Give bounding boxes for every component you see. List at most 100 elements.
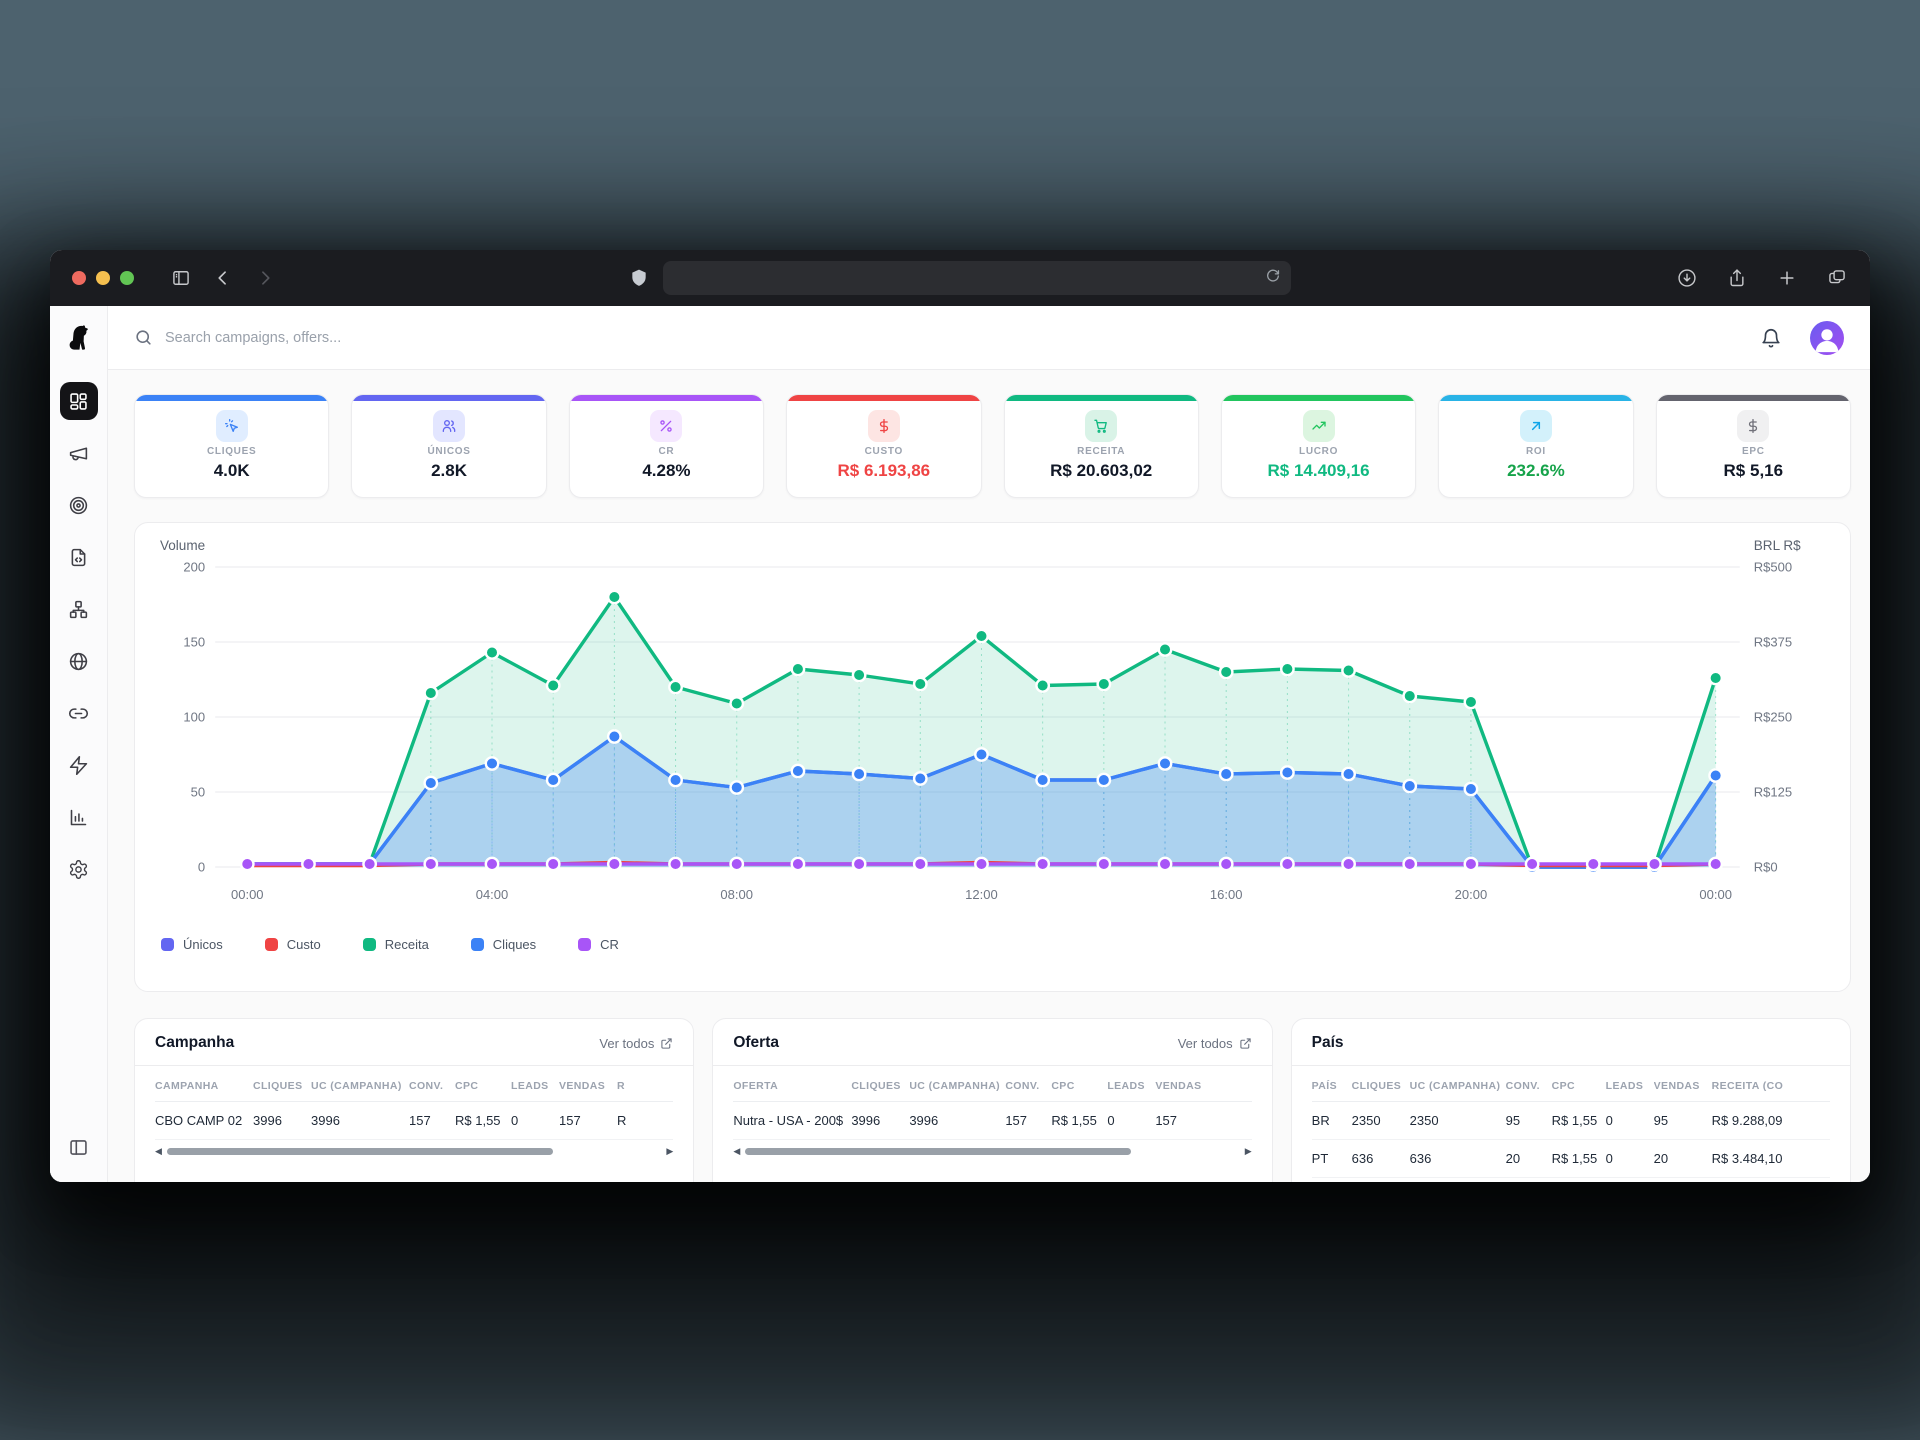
CR-data-point[interactable] — [362, 856, 378, 872]
Cliques-data-point[interactable] — [668, 772, 683, 788]
zoom-window-button[interactable] — [120, 271, 134, 285]
reload-icon[interactable] — [1265, 268, 1281, 289]
CR-data-point[interactable] — [1218, 856, 1234, 872]
CR-data-point[interactable] — [851, 856, 867, 872]
Cliques-data-point[interactable] — [1341, 766, 1356, 782]
bell-icon[interactable] — [1760, 327, 1782, 349]
Cliques-data-point[interactable] — [729, 780, 745, 795]
CR-data-point[interactable] — [1402, 856, 1418, 872]
Cliques-data-point[interactable] — [1096, 772, 1112, 788]
downloads-icon[interactable] — [1676, 267, 1698, 289]
legend-item-custo[interactable]: Custo — [264, 937, 321, 952]
scroll-left-arrow[interactable]: ◀ — [155, 1146, 162, 1156]
CR-data-point[interactable] — [1035, 856, 1051, 872]
scrollbar-thumb[interactable] — [166, 1147, 553, 1155]
CR-data-point[interactable] — [668, 856, 683, 872]
CR-data-point[interactable] — [1157, 856, 1173, 872]
sidebar-toggle-icon[interactable] — [170, 267, 192, 289]
scroll-left-arrow[interactable]: ◀ — [733, 1146, 741, 1156]
minimize-window-button[interactable] — [96, 271, 110, 285]
sidebar-item-sitemap[interactable] — [60, 590, 98, 628]
CR-data-point[interactable] — [1279, 856, 1295, 872]
sidebar-item-dashboard[interactable] — [59, 382, 98, 420]
close-window-button[interactable] — [72, 271, 86, 285]
legend-item-receita[interactable]: Receita — [362, 937, 429, 952]
Cliques-data-point[interactable] — [606, 729, 622, 744]
legend-item-cr[interactable]: CR — [578, 937, 619, 952]
Cliques-data-point[interactable] — [974, 747, 989, 762]
scroll-right-arrow[interactable]: ▶ — [1244, 1146, 1252, 1156]
Receita-data-point[interactable] — [1035, 678, 1051, 693]
Cliques-data-point[interactable] — [1463, 781, 1479, 797]
Cliques-data-point[interactable] — [1708, 768, 1724, 783]
back-button[interactable] — [212, 267, 234, 289]
horizontal-scrollbar[interactable]: ◀ ▶ — [713, 1140, 1271, 1166]
share-icon[interactable] — [1726, 267, 1748, 289]
tab-overview-icon[interactable] — [1826, 267, 1848, 289]
app-logo[interactable] — [64, 306, 94, 370]
Receita-data-point[interactable] — [1708, 670, 1724, 686]
sidebar-collapse-button[interactable] — [60, 1128, 98, 1166]
browser-titlebar[interactable] — [50, 250, 1870, 306]
CR-data-point[interactable] — [729, 856, 745, 872]
CR-data-point[interactable] — [606, 856, 622, 872]
sidebar-item-settings[interactable] — [60, 850, 98, 888]
Cliques-data-point[interactable] — [1035, 772, 1051, 788]
Receita-data-point[interactable] — [545, 678, 561, 693]
Receita-data-point[interactable] — [1157, 642, 1173, 657]
sidebar-item-target[interactable] — [60, 486, 98, 524]
sidebar-item-bar-chart[interactable] — [60, 798, 98, 836]
Receita-data-point[interactable] — [1279, 661, 1295, 677]
CR-data-point[interactable] — [484, 856, 500, 872]
legend-item-cliques[interactable]: Cliques — [470, 937, 536, 952]
legend-item-únicos[interactable]: Únicos — [161, 937, 223, 952]
Receita-data-point[interactable] — [729, 696, 745, 711]
Receita-data-point[interactable] — [1341, 663, 1356, 678]
CR-data-point[interactable] — [1647, 856, 1662, 872]
Receita-data-point[interactable] — [912, 676, 928, 692]
sidebar-item-file-code[interactable] — [60, 538, 98, 576]
scroll-right-arrow[interactable]: ▶ — [666, 1146, 674, 1156]
CR-data-point[interactable] — [1341, 856, 1356, 872]
Cliques-data-point[interactable] — [545, 772, 561, 788]
CR-data-point[interactable] — [974, 856, 989, 872]
Cliques-data-point[interactable] — [790, 763, 806, 779]
CR-data-point[interactable] — [1524, 856, 1540, 872]
CR-data-point[interactable] — [1708, 856, 1724, 872]
address-bar[interactable] — [663, 261, 1291, 295]
Receita-data-point[interactable] — [790, 661, 806, 677]
ver-todos-link[interactable]: Ver todos — [1178, 1036, 1252, 1051]
search-input[interactable] — [165, 329, 1748, 346]
Cliques-data-point[interactable] — [484, 756, 500, 771]
CR-data-point[interactable] — [423, 856, 439, 872]
CR-data-point[interactable] — [1463, 856, 1479, 872]
Receita-data-point[interactable] — [606, 589, 622, 605]
CR-data-point[interactable] — [239, 856, 255, 872]
scrollbar-thumb[interactable] — [745, 1147, 1131, 1155]
Receita-data-point[interactable] — [1096, 676, 1112, 692]
Cliques-data-point[interactable] — [1402, 778, 1418, 794]
sidebar-item-link[interactable] — [60, 694, 98, 732]
sidebar-item-globe[interactable] — [60, 642, 98, 680]
Receita-data-point[interactable] — [668, 679, 683, 695]
CR-data-point[interactable] — [1096, 856, 1112, 872]
horizontal-scrollbar[interactable]: ◀ ▶ — [135, 1140, 693, 1166]
CR-data-point[interactable] — [301, 856, 316, 872]
Cliques-data-point[interactable] — [1218, 766, 1234, 782]
CR-data-point[interactable] — [790, 856, 806, 872]
Receita-data-point[interactable] — [484, 645, 500, 660]
Receita-data-point[interactable] — [1402, 688, 1418, 704]
Cliques-data-point[interactable] — [423, 775, 439, 791]
privacy-shield-icon[interactable] — [629, 268, 649, 288]
CR-data-point[interactable] — [545, 856, 561, 872]
ver-todos-link[interactable]: Ver todos — [599, 1036, 673, 1051]
Cliques-data-point[interactable] — [1279, 765, 1295, 780]
Cliques-data-point[interactable] — [912, 771, 928, 786]
forward-button[interactable] — [254, 267, 276, 289]
Cliques-data-point[interactable] — [1157, 756, 1173, 771]
Receita-data-point[interactable] — [851, 667, 867, 683]
CR-data-point[interactable] — [1585, 856, 1601, 872]
user-avatar[interactable] — [1810, 320, 1844, 355]
Receita-data-point[interactable] — [423, 685, 439, 701]
Receita-data-point[interactable] — [974, 628, 989, 644]
